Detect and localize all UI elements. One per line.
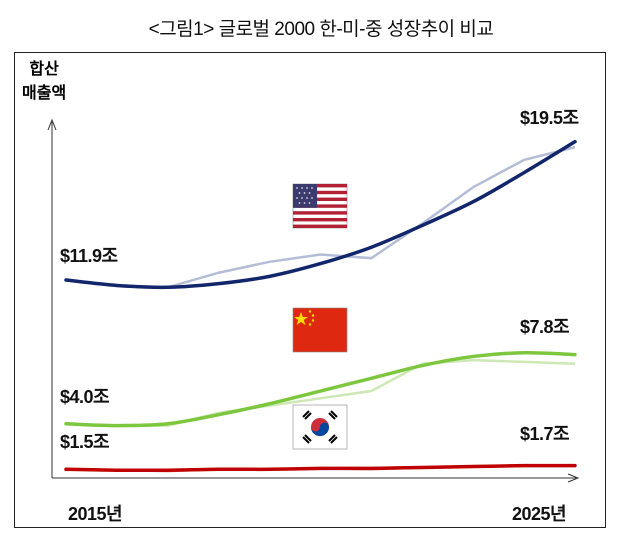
x-tick-label-start: 2015년 [68,504,123,524]
korea-start-label: $1.5조 [60,432,110,452]
china-start-label: $4.0조 [60,387,110,407]
chart-frame [14,52,606,528]
china-end-label: $7.8조 [520,317,570,337]
kr-trend-line [64,463,577,473]
y-axis-arrow-icon [47,118,57,131]
us-start-label: $11.9조 [60,246,118,266]
y-axis-label: 합산 매출액 [22,58,66,106]
x-axis-arrow-icon [567,473,580,483]
cn-trend-line [64,351,577,428]
x-tick-label-end: 2025년 [512,504,567,524]
us-trend-line [64,139,577,290]
figure-title: <그림1> 글로벌 2000 한-미-중 성장추이 비교 [148,19,494,40]
china-flag-icon [292,307,348,353]
us-flag-icon [292,183,348,229]
y-axis-label-line2: 매출액 [22,85,67,102]
korea-end-label: $1.7조 [520,424,570,444]
korea-flag-icon [292,404,348,450]
y-axis-label-line1: 합산 [29,61,59,78]
us-end-label: $19.5조 [520,108,579,128]
